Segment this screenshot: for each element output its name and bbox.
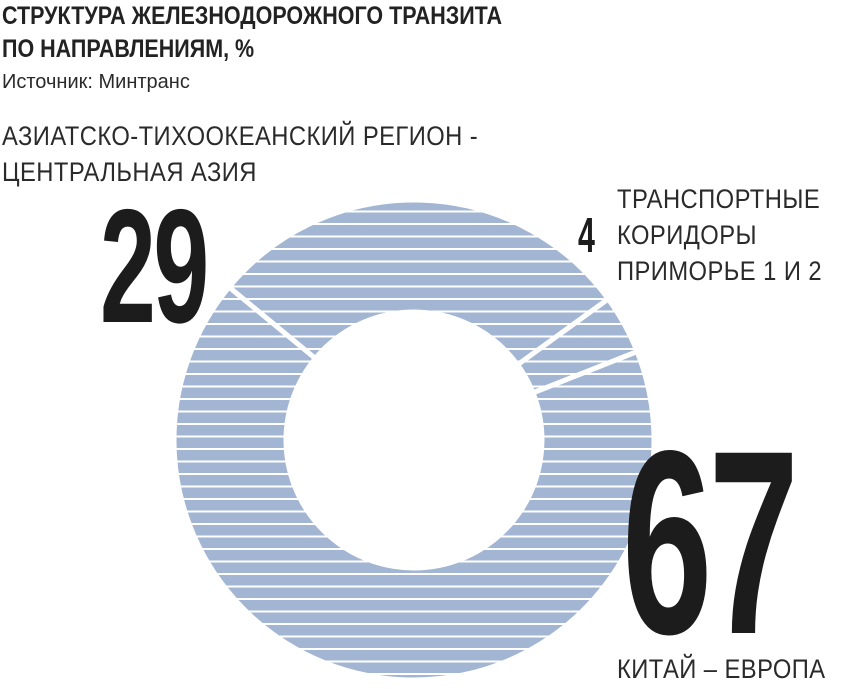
title-line-2: ПО НАПРАВЛЕНИЯМ, %	[2, 35, 255, 63]
category-label-apac-central-asia: АЗИАТСКО-ТИХООКЕАНСКИЙ РЕГИОН - ЦЕНТРАЛЬ…	[2, 118, 478, 190]
category-label-apac-line-1: АЗИАТСКО-ТИХООКЕАНСКИЙ РЕГИОН -	[2, 121, 479, 151]
category-label-primorye-line-2: КОРИДОРЫ	[617, 220, 757, 250]
category-label-primorye-line-3: ПРИМОРЬЕ 1 И 2	[617, 256, 823, 286]
source-note: Источник: Минтранс	[2, 71, 190, 93]
value-label-primorye: 4	[578, 209, 595, 263]
category-label-primorye-line-1: ТРАНСПОРТНЫЕ	[617, 184, 821, 214]
title-line-1: СТРУКТУРА ЖЕЛЕЗНОДОРОЖНОГО ТРАНЗИТА	[2, 2, 502, 30]
category-label-apac-line-2: ЦЕНТРАЛЬНАЯ АЗИЯ	[2, 157, 257, 187]
value-label-china-europe: 67	[622, 396, 799, 689]
donut-slices	[171, 197, 657, 683]
category-label-primorye: ТРАНСПОРТНЫЕ КОРИДОРЫ ПРИМОРЬЕ 1 И 2	[617, 181, 822, 289]
category-label-china-europe: КИТАЙ – ЕВРОПА	[617, 654, 826, 684]
chart-title: СТРУКТУРА ЖЕЛЕЗНОДОРОЖНОГО ТРАНЗИТА ПО Н…	[2, 0, 502, 66]
value-label-apac-central-asia: 29	[100, 176, 209, 357]
slice-apac-central-asia	[225, 197, 612, 369]
slice-china-europe	[171, 283, 657, 683]
